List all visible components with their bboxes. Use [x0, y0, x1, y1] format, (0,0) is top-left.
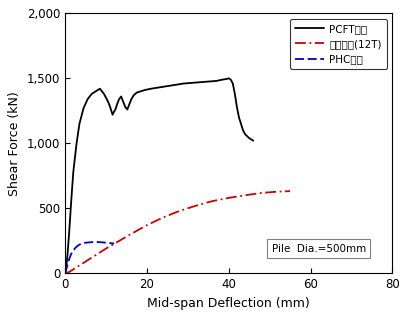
PHC말뚝: [95, 240, 100, 244]
PCFT말뚝: [113, 107, 118, 111]
Legend: PCFT말뚝, 강관말뚝(12T), PHC말뚝: PCFT말뚝, 강관말뚝(12T), PHC말뚝: [290, 18, 387, 69]
PHC말뚝: [71, 249, 76, 252]
PHC말뚝: [69, 252, 74, 256]
강관말뚝(12T): [177, 209, 182, 213]
PHC말뚝: [112, 242, 117, 245]
PHC말뚝: [73, 246, 78, 250]
PHC말뚝: [77, 243, 82, 246]
강관말뚝(12T): [63, 271, 68, 275]
Y-axis label: Shear Force (kN): Shear Force (kN): [8, 91, 21, 196]
PHC말뚝: [108, 241, 113, 245]
X-axis label: Mid-span Deflection (mm): Mid-span Deflection (mm): [147, 297, 310, 310]
강관말뚝(12T): [144, 223, 149, 227]
강관말뚝(12T): [87, 257, 92, 261]
강관말뚝(12T): [193, 204, 198, 208]
PHC말뚝: [91, 240, 96, 244]
PCFT말뚝: [89, 92, 94, 96]
PCFT말뚝: [63, 271, 68, 275]
PCFT말뚝: [226, 76, 231, 80]
PCFT말뚝: [237, 115, 242, 119]
PHC말뚝: [65, 264, 70, 268]
PHC말뚝: [67, 257, 72, 261]
강관말뚝(12T): [67, 270, 72, 274]
PHC말뚝: [104, 241, 109, 245]
강관말뚝(12T): [161, 216, 166, 219]
강관말뚝(12T): [243, 193, 248, 197]
강관말뚝(12T): [95, 252, 100, 256]
Line: 강관말뚝(12T): 강관말뚝(12T): [65, 191, 290, 273]
PCFT말뚝: [251, 139, 256, 142]
강관말뚝(12T): [104, 247, 109, 251]
PHC말뚝: [63, 271, 68, 275]
PHC말뚝: [75, 244, 80, 248]
강관말뚝(12T): [275, 190, 280, 194]
강관말뚝(12T): [79, 262, 84, 266]
강관말뚝(12T): [288, 189, 293, 193]
Line: PHC말뚝: PHC말뚝: [65, 242, 114, 273]
강관말뚝(12T): [226, 196, 231, 200]
PCFT말뚝: [247, 136, 252, 140]
PCFT말뚝: [74, 142, 79, 145]
PHC말뚝: [83, 241, 88, 245]
강관말뚝(12T): [116, 239, 121, 243]
PCFT말뚝: [102, 92, 106, 96]
강관말뚝(12T): [128, 232, 133, 236]
PHC말뚝: [87, 240, 92, 244]
PHC말뚝: [100, 240, 104, 244]
Text: Pile  Dia.=500mm: Pile Dia.=500mm: [272, 244, 366, 253]
Line: PCFT말뚝: PCFT말뚝: [65, 78, 253, 273]
PHC말뚝: [79, 242, 84, 245]
강관말뚝(12T): [259, 191, 264, 195]
강관말뚝(12T): [71, 267, 76, 271]
강관말뚝(12T): [210, 199, 215, 203]
